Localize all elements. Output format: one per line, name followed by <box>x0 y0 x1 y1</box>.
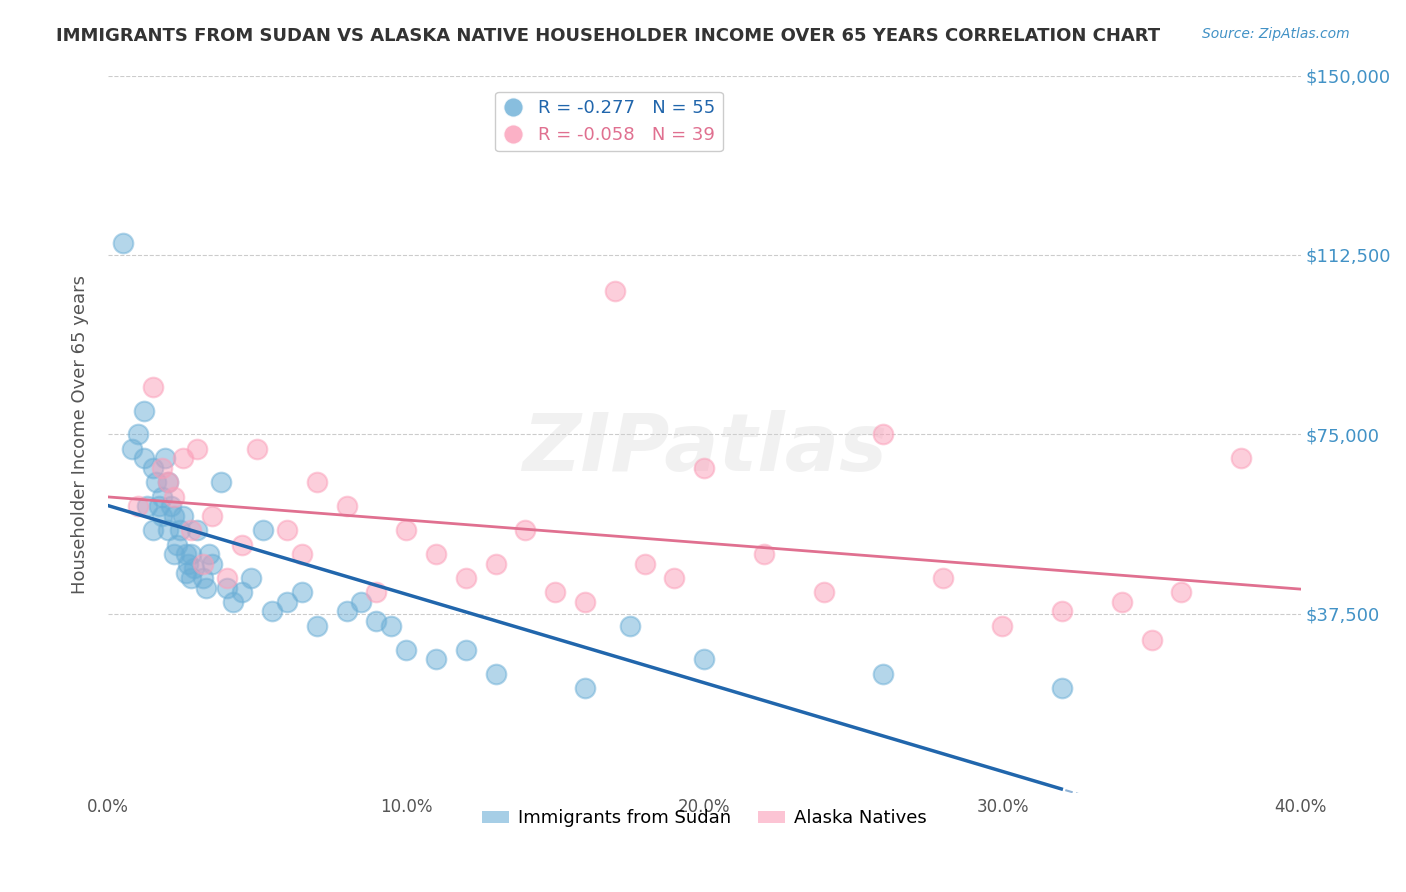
Point <box>260 605 283 619</box>
Point <box>395 642 418 657</box>
Point <box>291 547 314 561</box>
Point <box>603 284 626 298</box>
Point <box>150 490 173 504</box>
Point <box>872 666 894 681</box>
Point <box>752 547 775 561</box>
Legend: Immigrants from Sudan, Alaska Natives: Immigrants from Sudan, Alaska Natives <box>474 802 934 835</box>
Point <box>135 500 157 514</box>
Point <box>156 523 179 537</box>
Point <box>246 442 269 456</box>
Point <box>484 666 506 681</box>
Point <box>395 523 418 537</box>
Point <box>693 652 716 666</box>
Point <box>1230 451 1253 466</box>
Point <box>813 585 835 599</box>
Point <box>454 571 477 585</box>
Point <box>634 557 657 571</box>
Point <box>121 442 143 456</box>
Point <box>305 619 328 633</box>
Point <box>145 475 167 490</box>
Point <box>619 619 641 633</box>
Point <box>664 571 686 585</box>
Point <box>335 500 357 514</box>
Point <box>366 614 388 628</box>
Point <box>169 523 191 537</box>
Point <box>574 681 596 695</box>
Point <box>186 442 208 456</box>
Point <box>132 403 155 417</box>
Point <box>291 585 314 599</box>
Point <box>153 451 176 466</box>
Point <box>231 585 253 599</box>
Point <box>350 595 373 609</box>
Point <box>991 619 1014 633</box>
Point <box>177 557 200 571</box>
Point <box>193 557 215 571</box>
Point <box>148 500 170 514</box>
Point <box>180 523 202 537</box>
Point <box>252 523 274 537</box>
Point <box>111 235 134 250</box>
Point <box>335 605 357 619</box>
Point <box>1050 605 1073 619</box>
Point <box>127 427 149 442</box>
Y-axis label: Householder Income Over 65 years: Householder Income Over 65 years <box>72 275 89 594</box>
Point <box>380 619 402 633</box>
Text: ZIPatlas: ZIPatlas <box>522 409 887 488</box>
Point <box>276 595 298 609</box>
Text: Source: ZipAtlas.com: Source: ZipAtlas.com <box>1202 27 1350 41</box>
Point <box>484 557 506 571</box>
Point <box>872 427 894 442</box>
Point <box>201 508 224 523</box>
Point <box>180 547 202 561</box>
Point <box>166 537 188 551</box>
Point <box>366 585 388 599</box>
Point <box>150 508 173 523</box>
Point <box>186 523 208 537</box>
Point <box>1140 633 1163 648</box>
Point <box>217 571 239 585</box>
Point <box>180 571 202 585</box>
Point <box>142 379 165 393</box>
Point <box>156 475 179 490</box>
Point <box>515 523 537 537</box>
Point <box>209 475 232 490</box>
Point <box>201 557 224 571</box>
Point <box>162 490 184 504</box>
Point <box>1170 585 1192 599</box>
Point <box>305 475 328 490</box>
Point <box>454 642 477 657</box>
Point <box>183 561 205 575</box>
Point <box>172 451 194 466</box>
Point <box>276 523 298 537</box>
Point <box>574 595 596 609</box>
Point <box>217 581 239 595</box>
Point <box>142 461 165 475</box>
Point <box>693 461 716 475</box>
Point <box>127 500 149 514</box>
Point <box>198 547 221 561</box>
Point <box>425 547 447 561</box>
Point <box>162 547 184 561</box>
Point <box>142 523 165 537</box>
Point <box>193 571 215 585</box>
Point <box>195 581 218 595</box>
Point <box>174 547 197 561</box>
Point <box>174 566 197 581</box>
Point <box>172 508 194 523</box>
Point <box>544 585 567 599</box>
Point <box>932 571 955 585</box>
Point <box>240 571 263 585</box>
Point <box>1111 595 1133 609</box>
Point <box>222 595 245 609</box>
Point <box>162 508 184 523</box>
Point <box>156 475 179 490</box>
Point <box>231 537 253 551</box>
Point <box>425 652 447 666</box>
Point <box>159 500 181 514</box>
Text: IMMIGRANTS FROM SUDAN VS ALASKA NATIVE HOUSEHOLDER INCOME OVER 65 YEARS CORRELAT: IMMIGRANTS FROM SUDAN VS ALASKA NATIVE H… <box>56 27 1160 45</box>
Point <box>132 451 155 466</box>
Point <box>150 461 173 475</box>
Point <box>1050 681 1073 695</box>
